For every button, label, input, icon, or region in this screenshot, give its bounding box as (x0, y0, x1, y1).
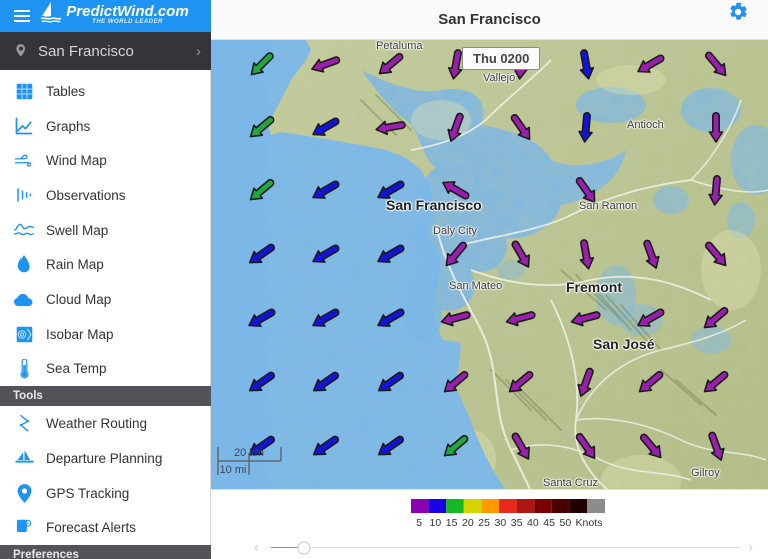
svg-text:10 mi: 10 mi (220, 464, 247, 476)
svg-text:20 km: 20 km (234, 447, 264, 459)
